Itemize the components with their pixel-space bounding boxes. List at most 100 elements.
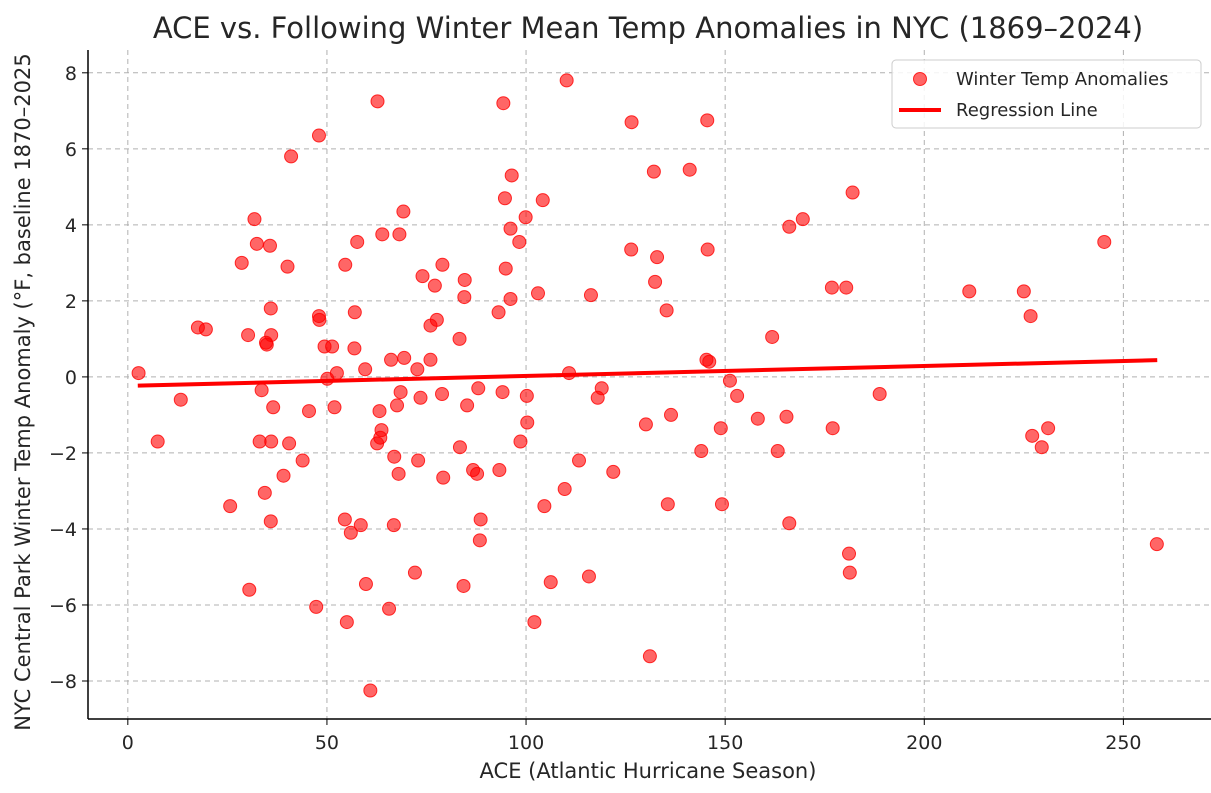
scatter-point bbox=[325, 339, 340, 354]
scatter-point bbox=[713, 421, 728, 436]
scatter-point bbox=[311, 128, 326, 143]
y-tick-label: −8 bbox=[49, 671, 77, 693]
scatter-point bbox=[770, 444, 785, 459]
scatter-point bbox=[648, 274, 663, 289]
scatter-point bbox=[264, 434, 279, 449]
scatter-point bbox=[472, 533, 487, 548]
scatter-point bbox=[338, 257, 353, 272]
x-tick-label: 150 bbox=[707, 732, 743, 754]
scatter-point bbox=[295, 453, 310, 468]
y-tick-label: −4 bbox=[49, 519, 77, 541]
scatter-point bbox=[452, 440, 467, 455]
scatter-point bbox=[497, 191, 512, 206]
legend-marker-scatter bbox=[913, 72, 927, 86]
scatter-point bbox=[795, 212, 810, 227]
scatter-point bbox=[660, 497, 675, 512]
scatter-point bbox=[646, 164, 661, 179]
scatter-point bbox=[457, 290, 472, 305]
scatter-point bbox=[452, 331, 467, 346]
scatter-point bbox=[257, 485, 272, 500]
legend-label-line: Regression Line bbox=[956, 100, 1098, 121]
scatter-point bbox=[329, 366, 344, 381]
scatter-point bbox=[198, 322, 213, 337]
y-ticks: −8 −6 −4 −2 0 2 4 6 8 bbox=[49, 63, 88, 693]
scatter-point bbox=[337, 512, 352, 527]
scatter-point bbox=[642, 649, 657, 664]
scatter-point bbox=[173, 392, 188, 407]
scatter-point bbox=[397, 350, 412, 365]
scatter-point bbox=[350, 234, 365, 249]
scatter-point bbox=[503, 221, 518, 236]
scatter-point bbox=[410, 362, 425, 377]
x-ticks: 0 50 100 150 200 250 bbox=[122, 719, 1142, 754]
scatter-point bbox=[842, 565, 857, 580]
scatter-point bbox=[543, 575, 558, 590]
legend: Winter Temp Anomalies Regression Line bbox=[891, 59, 1202, 129]
scatter-point bbox=[347, 341, 362, 356]
scatter-point bbox=[700, 242, 715, 257]
scatter-point bbox=[372, 404, 387, 419]
scatter-point bbox=[302, 404, 317, 419]
scatter-point bbox=[131, 366, 146, 381]
scatter-point bbox=[358, 577, 373, 592]
regression-line bbox=[137, 358, 1158, 388]
scatter-point bbox=[353, 518, 368, 533]
scatter-point bbox=[702, 354, 717, 369]
scatter-point bbox=[1149, 537, 1164, 552]
scatter-point bbox=[247, 212, 262, 227]
scatter-point bbox=[347, 305, 362, 320]
scatter-point bbox=[700, 113, 715, 128]
scatter-point bbox=[343, 525, 358, 540]
scatter-point bbox=[375, 227, 390, 242]
scatter-point bbox=[824, 280, 839, 295]
scatter-point bbox=[1034, 440, 1049, 455]
legend-label-scatter: Winter Temp Anomalies bbox=[956, 69, 1169, 90]
scatter-point bbox=[730, 388, 745, 403]
scatter-point bbox=[309, 599, 324, 614]
scatter-point bbox=[782, 219, 797, 234]
x-axis-label: ACE (Atlantic Hurricane Season) bbox=[480, 759, 817, 783]
scatter-point bbox=[473, 512, 488, 527]
scatter-point bbox=[390, 398, 405, 413]
scatter-point bbox=[234, 255, 249, 270]
y-tick-label: 0 bbox=[65, 367, 77, 389]
scatter-point bbox=[387, 449, 402, 464]
scatter-point bbox=[503, 291, 518, 306]
scatter-point bbox=[391, 466, 406, 481]
scatter-point bbox=[535, 193, 550, 208]
scatter-point bbox=[435, 387, 450, 402]
scatter-point bbox=[496, 96, 511, 111]
scatter-point bbox=[520, 415, 535, 430]
scatter-point bbox=[638, 417, 653, 432]
legend-box bbox=[891, 59, 1202, 129]
scatter-point bbox=[537, 499, 552, 514]
scatter-point bbox=[263, 301, 278, 316]
scatter-point bbox=[396, 204, 411, 219]
scatter-point bbox=[1041, 421, 1056, 436]
scatter-point bbox=[962, 284, 977, 299]
x-tick-label: 100 bbox=[508, 732, 544, 754]
scatter-point bbox=[339, 615, 354, 630]
y-tick-label: −6 bbox=[49, 595, 77, 617]
scatter-point bbox=[779, 409, 794, 424]
scatter-point bbox=[423, 352, 438, 367]
scatter-point bbox=[276, 468, 291, 483]
scatter-point bbox=[249, 236, 264, 251]
scatter-point bbox=[264, 328, 279, 343]
scatter-point bbox=[327, 400, 342, 415]
scatter-point bbox=[722, 373, 737, 388]
scatter-point bbox=[456, 578, 471, 593]
scatter-point bbox=[624, 115, 639, 130]
scatter-point bbox=[411, 453, 426, 468]
scatter-point bbox=[782, 516, 797, 531]
scatter-point bbox=[392, 227, 407, 242]
scatter-point bbox=[312, 312, 327, 327]
scatter-point bbox=[1023, 309, 1038, 324]
scatter-point bbox=[664, 407, 679, 422]
scatter-point bbox=[527, 615, 542, 630]
regression-line-group bbox=[137, 358, 1158, 388]
scatter-point bbox=[242, 582, 257, 597]
scatter-point bbox=[694, 444, 709, 459]
scatter-point bbox=[370, 94, 385, 109]
scatter-point bbox=[491, 305, 506, 320]
